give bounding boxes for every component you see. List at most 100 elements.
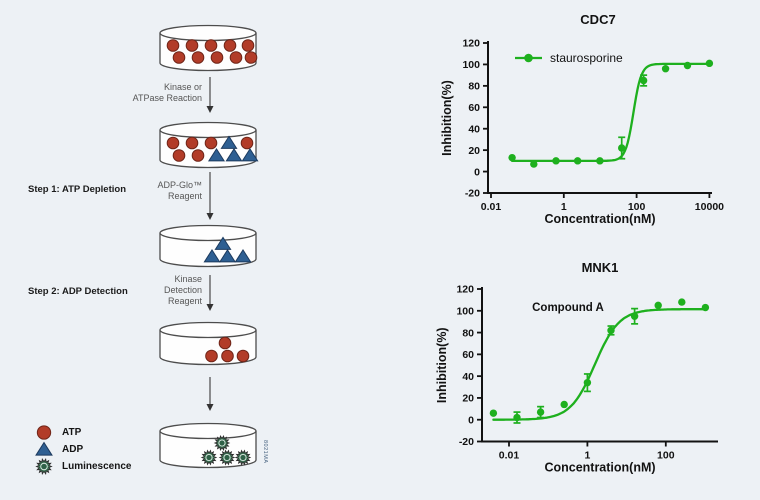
- chart-title: CDC7: [580, 12, 615, 27]
- step1-label: Step 1: ATP Depletion: [28, 184, 127, 195]
- y-tick-label: -20: [465, 188, 480, 200]
- adp-icon: [35, 441, 53, 456]
- reaction-dish: [159, 224, 257, 268]
- atp-icon: [191, 149, 205, 162]
- y-tick-label: 20: [468, 145, 480, 157]
- data-point: [683, 61, 692, 70]
- luminescence-icon: [213, 434, 231, 452]
- y-axis-title: Inhibition(%): [435, 327, 449, 403]
- flow-arrow: [206, 275, 214, 311]
- luminescence-icon: [35, 458, 53, 475]
- legend-item-label: Luminescence: [62, 461, 132, 472]
- atp-icon: [172, 51, 186, 64]
- atp-icon: [223, 39, 237, 52]
- y-tick-label: 40: [462, 371, 474, 383]
- plot-annotation: Compound A: [532, 302, 604, 314]
- y-tick-label: -20: [459, 436, 474, 448]
- data-point: [530, 160, 538, 168]
- data-point: [678, 298, 686, 306]
- data-point: [618, 144, 626, 152]
- fit-curve: [492, 308, 707, 421]
- x-axis-title: Concentration(nM): [544, 212, 655, 226]
- y-tick-label: 60: [468, 102, 480, 114]
- x-axis-title: Concentration(nM): [544, 461, 655, 475]
- y-tick-label: 120: [456, 284, 474, 296]
- atp-icon: [185, 39, 199, 52]
- arrowhead-icon: [206, 106, 214, 113]
- luminescence-icon: [218, 449, 236, 466]
- adp-icon: [203, 248, 221, 263]
- data-point: [705, 59, 714, 68]
- legend-item-atp: ATP: [33, 424, 131, 441]
- legend-item-adp: ADP: [33, 441, 131, 458]
- adp-icon: [207, 147, 226, 162]
- atp-icon: [205, 349, 218, 363]
- y-tick-label: 80: [468, 81, 480, 93]
- atp-icon: [241, 39, 255, 52]
- y-tick-label: 60: [462, 349, 474, 361]
- luminescence-icon: [35, 458, 53, 475]
- atp-icon: [36, 425, 52, 440]
- arrow-label-line: Kinase or: [163, 82, 202, 92]
- data-point: [583, 378, 592, 387]
- x-tick-label: 100: [657, 450, 675, 462]
- data-point: [573, 157, 582, 165]
- flow-arrow: [206, 77, 214, 113]
- luminescence-icon: [200, 449, 218, 466]
- adp-icon: [241, 147, 259, 162]
- data-point: [536, 408, 545, 416]
- y-tick-label: 100: [462, 59, 480, 71]
- data-point: [489, 409, 498, 417]
- y-tick-label: 20: [462, 393, 474, 405]
- adp-icon: [214, 236, 232, 250]
- reaction-dish: [159, 24, 258, 72]
- atp-icon: [210, 51, 224, 64]
- x-tick-label: 1: [584, 450, 590, 462]
- atp-icon: [166, 136, 180, 150]
- atp-icon: [191, 51, 205, 64]
- chart-title: MNK1: [582, 260, 619, 275]
- atp-icon: [240, 136, 254, 150]
- dish-opening: [159, 24, 257, 42]
- arrowhead-icon: [206, 213, 214, 220]
- arrow-label-kinase-detection-reagent: Kinase Detection Reagent: [110, 274, 202, 307]
- data-point: [596, 157, 604, 165]
- atp-icon: [221, 349, 234, 363]
- y-tick-label: 0: [468, 414, 474, 426]
- plot-legend: staurosporine: [515, 51, 623, 65]
- y-tick-label: 120: [462, 38, 480, 50]
- dish-opening: [159, 121, 257, 139]
- legend-item-label: ATP: [62, 427, 82, 438]
- reaction-dish: [159, 321, 257, 366]
- reaction-dish: [159, 422, 257, 469]
- atp-icon: [218, 336, 232, 350]
- atp-icon: [36, 425, 52, 440]
- atp-icon: [236, 349, 250, 363]
- molecule-legend: ATP ADP Luminescence: [33, 424, 131, 475]
- data-point: [701, 303, 710, 312]
- arrowhead-icon: [206, 304, 214, 311]
- adp-icon: [218, 248, 237, 263]
- atp-icon: [204, 39, 218, 52]
- arrow-label-line: ADP-Glo™: [157, 180, 202, 190]
- atp-icon: [185, 136, 199, 150]
- dish-opening: [159, 422, 257, 440]
- data-point: [639, 76, 648, 85]
- dish-opening: [159, 224, 257, 242]
- atp-icon: [244, 51, 258, 64]
- flow-arrow: [206, 172, 214, 220]
- flow-arrow: [206, 377, 214, 411]
- legend-item-label: ADP: [62, 444, 84, 455]
- reaction-dish: [159, 121, 259, 169]
- x-tick-label: 0.01: [499, 450, 520, 462]
- figure-id-code: 8021MA: [262, 440, 268, 464]
- x-tick-label: 100: [628, 201, 646, 213]
- atp-icon: [166, 39, 180, 52]
- y-tick-label: 100: [456, 305, 474, 317]
- data-point: [607, 326, 615, 335]
- step2-label: Step 2: ADP Detection: [28, 286, 128, 297]
- y-tick-label: 80: [462, 327, 474, 339]
- data-point: [508, 153, 516, 162]
- data-point: [513, 413, 521, 422]
